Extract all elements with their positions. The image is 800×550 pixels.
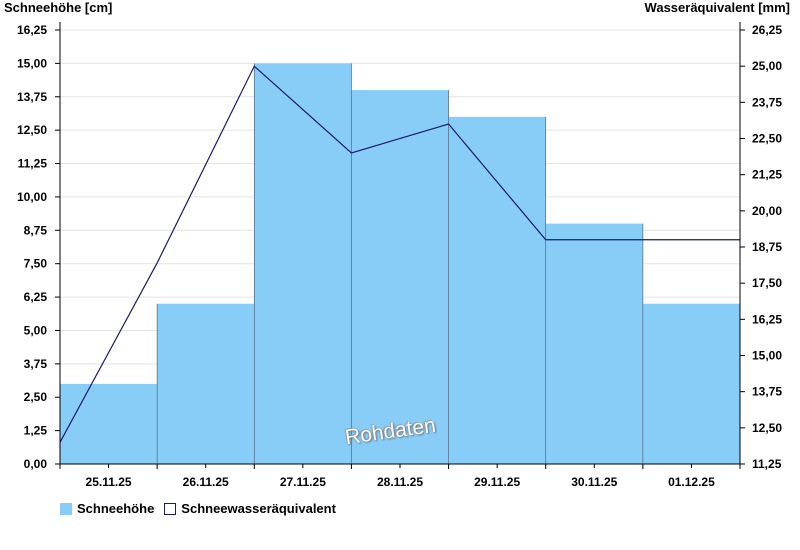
y-tick-label-left: 1,25 [24,424,48,438]
y-tick-label-right: 13,75 [752,385,782,399]
bar [351,90,449,464]
y-tick-label-left: 11,25 [18,157,48,171]
y-tick-label-left: 8,75 [24,223,48,237]
bar [642,303,740,464]
y-tick-label-left: 0,00 [24,457,48,471]
x-tick-label: 29.11.25 [474,475,520,489]
bar [545,223,643,464]
y-tick-label-right: 15,00 [752,349,782,363]
y-axis-title-left: Schneehöhe [cm] [4,0,113,15]
legend-item-snow-depth: Schneehöhe [60,501,154,516]
y-tick-label-left: 5,00 [24,323,48,337]
bar [157,303,255,464]
bar [60,383,158,464]
y-tick-label-left: 7,50 [24,257,48,271]
y-tick-label-left: 15,00 [17,56,47,70]
y-tick-label-right: 16,25 [752,312,782,326]
y-tick-label-left: 13,75 [17,90,47,104]
y-tick-label-right: 23,75 [752,95,782,109]
legend-swatch-snow-depth [60,502,72,515]
legend-swatch-swe [164,502,177,515]
y-axis-title-right: Wasseräquivalent [mm] [644,0,790,15]
y-tick-label-right: 22,50 [752,132,782,146]
y-tick-label-right: 17,50 [752,276,782,290]
x-tick-label: 01.12.25 [668,475,715,489]
y-tick-label-right: 26,25 [752,23,782,37]
y-tick-label-right: 18,75 [752,240,782,254]
y-tick-label-right: 20,00 [752,204,782,218]
y-tick-label-left: 16,25 [17,23,47,37]
x-tick-label: 26.11.25 [183,475,229,489]
y-tick-label-left: 6,25 [24,290,48,304]
legend-label-swe: Schneewasseräquivalent [181,501,336,516]
y-tick-label-left: 2,50 [24,390,48,404]
swe-line [59,65,740,443]
x-tick-label: 30.11.25 [571,475,617,489]
legend: Schneehöhe Schneewasseräquivalent [60,501,346,516]
y-tick-label-right: 12,50 [752,421,782,435]
x-tick-label: 28.11.25 [377,475,423,489]
x-tick-label: 25.11.25 [86,475,132,489]
legend-label-snow-depth: Schneehöhe [77,501,155,516]
y-tick-label-right: 11,25 [752,457,782,471]
bar [254,63,352,465]
y-tick-label-left: 10,00 [17,190,47,204]
bar [448,116,546,465]
x-tick-label: 27.11.25 [280,475,326,489]
y-tick-label-left: 12,50 [17,123,47,137]
y-tick-label-right: 25,00 [752,59,782,73]
y-tick-label-right: 21,25 [752,168,782,182]
legend-item-swe: Schneewasseräquivalent [164,501,336,516]
y-tick-label-left: 3,75 [24,357,48,371]
